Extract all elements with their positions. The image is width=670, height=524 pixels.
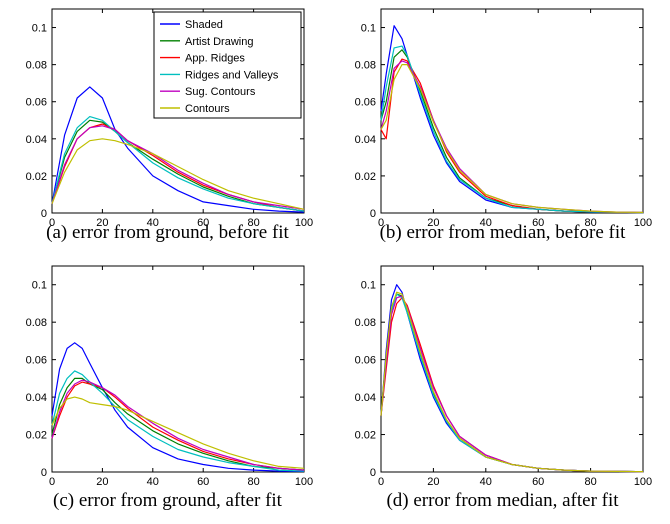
legend: Shaded Artist Drawing App. Ridges Ridges an… <box>153 11 302 119</box>
plot-b: 0 20 40 60 80 100 0 0.02 0.04 0.06 0.08 0.1 <box>355 8 652 229</box>
plot-d: 0 20 40 60 80 100 0 0.02 0.04 0.06 0.08 0.1 <box>355 265 652 488</box>
series-line-shaded <box>51 342 305 472</box>
y-tick-label: 0 <box>370 208 376 220</box>
y-tick-label: 0.04 <box>355 392 376 404</box>
x-tick-label: 100 <box>634 217 652 229</box>
x-tick-label: 40 <box>480 217 492 229</box>
x-tick-label: 100 <box>295 476 313 488</box>
x-tick-label: 20 <box>427 476 439 488</box>
y-tick-label: 0 <box>370 467 376 479</box>
y-tick-label: 0.1 <box>361 23 376 35</box>
x-tick-label: 40 <box>147 476 159 488</box>
y-tick-label: 0 <box>41 208 47 220</box>
y-tick-label: 0.02 <box>355 171 376 183</box>
series-line-ridges-and-valleys <box>51 115 305 212</box>
caption-b: (b) error from median, before fit <box>379 222 626 243</box>
caption-a: (a) error from ground, before fit <box>46 222 289 243</box>
series-line-artist-drawing <box>51 377 305 471</box>
legend-label: App. Ridges <box>185 53 245 65</box>
series-line-artist-drawing <box>51 119 305 212</box>
series-line-contours <box>380 63 644 213</box>
y-tick-label: 0 <box>41 467 47 479</box>
series-line-ridges-and-valleys <box>380 45 644 214</box>
y-tick-label: 0.08 <box>26 317 47 329</box>
series-line-shaded <box>51 86 305 213</box>
y-tick-label: 0.04 <box>26 134 47 146</box>
series-line-artist-drawing <box>380 49 644 214</box>
y-tick-label: 0.02 <box>26 171 47 183</box>
x-tick-label: 0 <box>49 476 55 488</box>
series-line-sug-contours <box>380 295 644 473</box>
x-tick-label: 60 <box>197 476 209 488</box>
x-tick-label: 80 <box>584 217 596 229</box>
legend-label: Sug. Contours <box>185 86 256 98</box>
series-line-ridges-and-valleys <box>380 293 644 473</box>
series-line-contours <box>380 291 644 473</box>
series-line-app-ridges <box>51 381 305 471</box>
series-line-shaded <box>380 25 644 214</box>
series-line-app-ridges <box>380 297 644 473</box>
series-line-ridges-and-valleys <box>51 370 305 472</box>
y-tick-label: 0.1 <box>32 280 47 292</box>
y-tick-label: 0.1 <box>361 280 376 292</box>
x-tick-label: 20 <box>96 476 108 488</box>
plot-c: 0 20 40 60 80 100 0 0.02 0.04 0.06 0.08 0.1 <box>26 265 313 488</box>
legend-label: Shaded <box>185 19 223 31</box>
caption-c: (c) error from ground, after fit <box>53 490 282 511</box>
x-tick-label: 80 <box>247 217 259 229</box>
legend-label: Ridges and Valleys <box>185 69 279 81</box>
y-tick-label: 0.06 <box>26 355 47 367</box>
x-tick-label: 80 <box>247 476 259 488</box>
series-line-sug-contours <box>51 379 305 471</box>
x-tick-label: 0 <box>378 217 384 229</box>
series-line-sug-contours <box>51 125 305 210</box>
x-tick-label: 100 <box>634 476 652 488</box>
x-tick-label: 20 <box>427 217 439 229</box>
series-line-shaded <box>380 284 644 473</box>
y-tick-label: 0.04 <box>26 392 47 404</box>
y-tick-label: 0.06 <box>355 355 376 367</box>
series-line-app-ridges <box>380 58 644 214</box>
y-tick-label: 0.04 <box>355 134 376 146</box>
x-tick-label: 100 <box>295 217 313 229</box>
y-tick-label: 0.06 <box>26 97 47 109</box>
x-tick-label: 0 <box>378 476 384 488</box>
axes-box <box>51 8 305 214</box>
x-tick-label: 20 <box>96 217 108 229</box>
series-line-contours <box>51 138 305 210</box>
x-tick-label: 60 <box>197 217 209 229</box>
x-tick-label: 40 <box>480 476 492 488</box>
series-line-app-ridges <box>51 123 305 212</box>
axes-box <box>380 265 644 473</box>
x-tick-label: 40 <box>147 217 159 229</box>
legend-label: Artist Drawing <box>185 36 253 48</box>
series-line-contours <box>51 396 305 469</box>
x-tick-label: 80 <box>584 476 596 488</box>
x-tick-label: 0 <box>49 217 55 229</box>
axes-box <box>380 8 644 214</box>
x-tick-label: 60 <box>532 476 544 488</box>
plot-a: 0 20 40 60 80 100 0 0.02 0.04 0.06 0.08 0.1 <box>26 8 313 229</box>
legend-box <box>153 11 302 119</box>
axes-box <box>51 265 305 473</box>
series-line-artist-drawing <box>380 293 644 473</box>
y-tick-label: 0.08 <box>26 60 47 72</box>
x-tick-label: 60 <box>532 217 544 229</box>
legend-label: Contours <box>185 103 230 115</box>
y-tick-label: 0.1 <box>32 23 47 35</box>
y-tick-label: 0.08 <box>355 60 376 72</box>
y-tick-label: 0.02 <box>355 430 376 442</box>
caption-d: (d) error from median, after fit <box>386 490 619 511</box>
y-tick-label: 0.08 <box>355 317 376 329</box>
y-tick-label: 0.06 <box>355 97 376 109</box>
y-tick-label: 0.02 <box>26 430 47 442</box>
